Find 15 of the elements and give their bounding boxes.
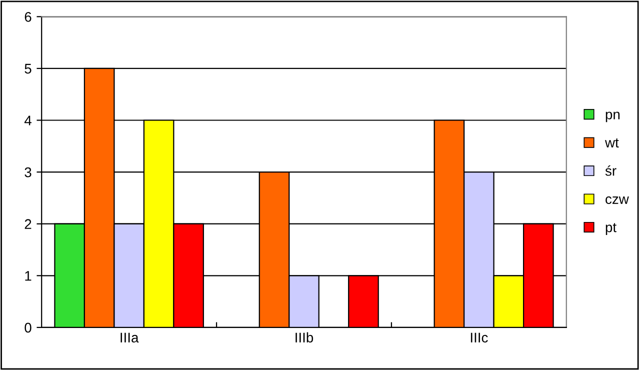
y-tick-label: 3 <box>24 167 32 178</box>
y-tick-label: 0 <box>24 322 32 333</box>
legend-label: pt <box>606 223 616 235</box>
y-tick-label: 1 <box>25 271 32 281</box>
y-tick-label: 4 <box>24 116 32 126</box>
legend-label: pn <box>606 112 620 122</box>
y-tick-label: 6 <box>24 12 32 22</box>
legend-label: wt <box>604 138 619 148</box>
legend-label: śr <box>605 165 616 176</box>
x-tick-label: IIIb <box>296 332 314 343</box>
legend-label: czw <box>606 196 629 204</box>
x-tick-label: IIIc <box>470 332 488 343</box>
y-tick-label: 5 <box>24 64 32 74</box>
x-tick-label: IIIa <box>120 332 139 343</box>
y-tick-label: 2 <box>24 219 32 229</box>
